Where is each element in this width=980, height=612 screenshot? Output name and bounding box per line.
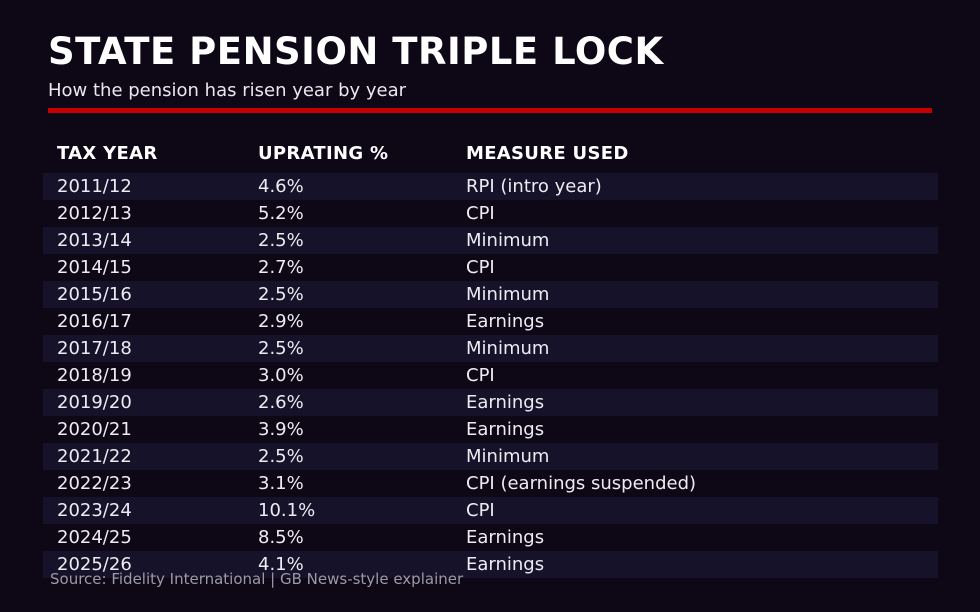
table-row: 2013/14 2.5% Minimum	[43, 227, 938, 254]
measure-cell: Minimum	[466, 284, 550, 305]
measure-cell: Earnings	[466, 392, 545, 413]
tax-year-cell: 2011/12	[57, 176, 132, 197]
tax-year-cell: 2016/17	[57, 311, 132, 332]
table-row: 2020/21 3.9% Earnings	[43, 416, 938, 443]
uprating-cell: 3.0%	[258, 365, 304, 386]
uprating-cell: 8.5%	[258, 527, 304, 548]
table-row: 2011/12 4.6% RPI (intro year)	[43, 173, 938, 200]
measure-cell: CPI	[466, 500, 495, 521]
page-title: STATE PENSION TRIPLE LOCK	[48, 30, 664, 73]
table-row: 2021/22 2.5% Minimum	[43, 443, 938, 470]
measure-cell: Earnings	[466, 419, 545, 440]
table-row: 2022/23 3.1% CPI (earnings suspended)	[43, 470, 938, 497]
table-row: 2024/25 8.5% Earnings	[43, 524, 938, 551]
tax-year-cell: 2014/15	[57, 257, 132, 278]
measure-cell: CPI (earnings suspended)	[466, 473, 697, 494]
table-row: 2025/26 4.1% Earnings	[43, 551, 938, 578]
tax-year-cell: 2015/16	[57, 284, 132, 305]
tax-year-cell: 2023/24	[57, 500, 132, 521]
table-row: 2017/18 2.5% Minimum	[43, 335, 938, 362]
column-header-uprating: UPRATING %	[258, 142, 389, 164]
measure-cell: Minimum	[466, 230, 550, 251]
uprating-cell: 4.6%	[258, 176, 304, 197]
page-subtitle: How the pension has risen year by year	[48, 80, 407, 101]
uprating-cell: 2.6%	[258, 392, 304, 413]
measure-cell: Earnings	[466, 554, 545, 575]
accent-divider	[48, 108, 932, 113]
uprating-cell: 2.5%	[258, 284, 304, 305]
uprating-cell: 2.7%	[258, 257, 304, 278]
measure-cell: Minimum	[466, 446, 550, 467]
measure-cell: Earnings	[466, 311, 545, 332]
table-header-row: TAX YEAR UPRATING % MEASURE USED	[43, 138, 938, 168]
measure-cell: Earnings	[466, 527, 545, 548]
tax-year-cell: 2024/25	[57, 527, 132, 548]
tax-year-cell: 2022/23	[57, 473, 132, 494]
tax-year-cell: 2025/26	[57, 554, 132, 575]
uprating-cell: 5.2%	[258, 203, 304, 224]
table-row: 2014/15 2.7% CPI	[43, 254, 938, 281]
uprating-cell: 2.5%	[258, 338, 304, 359]
uprating-cell: 2.9%	[258, 311, 304, 332]
uprating-cell: 10.1%	[258, 500, 316, 521]
uprating-cell: 3.1%	[258, 473, 304, 494]
measure-cell: RPI (intro year)	[466, 176, 602, 197]
measure-cell: Minimum	[466, 338, 550, 359]
uprating-cell: 2.5%	[258, 230, 304, 251]
uprating-cell: 4.1%	[258, 554, 304, 575]
tax-year-cell: 2012/13	[57, 203, 132, 224]
uprating-cell: 3.9%	[258, 419, 304, 440]
tax-year-cell: 2017/18	[57, 338, 132, 359]
tax-year-cell: 2020/21	[57, 419, 132, 440]
table-row: 2016/17 2.9% Earnings	[43, 308, 938, 335]
column-header-measure: MEASURE USED	[466, 142, 629, 164]
measure-cell: CPI	[466, 365, 495, 386]
table-row: 2018/19 3.0% CPI	[43, 362, 938, 389]
table-row: 2012/13 5.2% CPI	[43, 200, 938, 227]
measure-cell: CPI	[466, 257, 495, 278]
table-row: 2019/20 2.6% Earnings	[43, 389, 938, 416]
source-caption: Source: Fidelity International | GB News…	[50, 570, 464, 588]
measure-cell: CPI	[466, 203, 495, 224]
table-body: 2011/12 4.6% RPI (intro year) 2012/13 5.2% CP…	[43, 173, 938, 578]
tax-year-cell: 2013/14	[57, 230, 132, 251]
uprating-cell: 2.5%	[258, 446, 304, 467]
table-row: 2015/16 2.5% Minimum	[43, 281, 938, 308]
column-header-tax-year: TAX YEAR	[57, 142, 158, 164]
tax-year-cell: 2021/22	[57, 446, 132, 467]
tax-year-cell: 2018/19	[57, 365, 132, 386]
table-row: 2023/24 10.1% CPI	[43, 497, 938, 524]
tax-year-cell: 2019/20	[57, 392, 132, 413]
